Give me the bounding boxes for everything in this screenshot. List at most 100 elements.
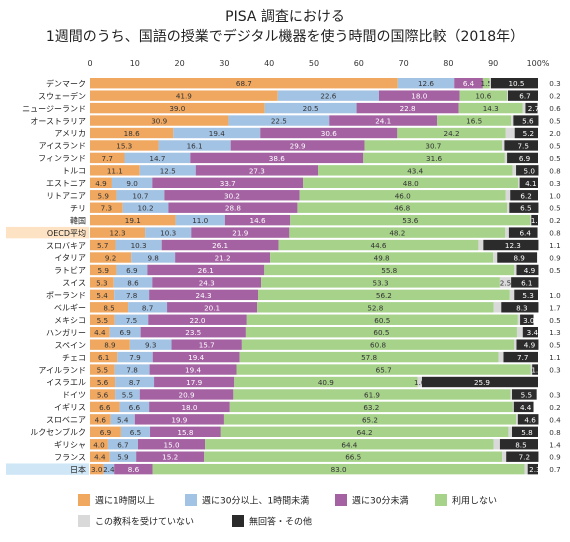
bar-segment — [161, 239, 279, 251]
bar-segment — [239, 351, 499, 363]
bar-segment — [90, 227, 146, 238]
data-label: 6.6 — [99, 403, 111, 412]
data-label: 4.6 — [524, 415, 536, 424]
bar-segment — [527, 463, 538, 475]
bar-segment — [90, 376, 116, 388]
bar-segment — [234, 376, 418, 388]
bar-segment — [503, 351, 538, 363]
data-label: 6.7 — [519, 92, 530, 101]
bar-segment — [115, 376, 155, 388]
legend-label: 週に30分以上、1時間未満 — [202, 495, 309, 507]
data-label: 3.0 — [523, 316, 535, 325]
data-label: 5.3 — [96, 278, 107, 287]
bar-segment — [363, 152, 505, 164]
bar-segment — [510, 389, 513, 400]
bar-segment — [90, 78, 398, 89]
data-label: 8.6 — [127, 278, 139, 287]
data-label: 49.8 — [374, 254, 390, 263]
bar-segment — [531, 214, 538, 226]
bar-segment — [329, 115, 438, 126]
not-taking-value: 0.5 — [549, 141, 560, 150]
data-label: 7.3 — [101, 204, 112, 213]
bar-segment — [120, 426, 151, 437]
data-label: 18.6 — [124, 129, 140, 138]
bar-segment — [501, 302, 539, 313]
data-label: 24.2 — [444, 129, 460, 138]
data-label: 61.9 — [364, 390, 380, 399]
bar-segment — [512, 426, 538, 437]
bar-segment — [115, 389, 140, 400]
bar-segment — [149, 401, 230, 413]
data-label: 53.3 — [373, 278, 389, 287]
bar-segment — [514, 289, 538, 301]
country-label: スロベニア — [46, 416, 86, 425]
data-label: 6.4 — [519, 229, 531, 238]
bar-segment — [522, 102, 526, 114]
data-label: 10.6 — [475, 92, 491, 101]
data-label: 28.8 — [225, 204, 241, 213]
bar-segment — [154, 376, 235, 388]
data-label: 5.5 — [97, 366, 108, 375]
data-label: 23.5 — [185, 328, 201, 337]
data-label: 6.5 — [520, 204, 531, 213]
data-label: 5.9 — [97, 191, 109, 200]
data-label: 2.4 — [103, 465, 115, 474]
bar-segment — [90, 401, 120, 413]
bar-segment — [115, 239, 162, 251]
country-label: フランス — [54, 453, 86, 462]
country-label: イギリス — [54, 403, 86, 412]
data-label: 41.9 — [176, 92, 192, 101]
bar-segment — [378, 90, 460, 101]
country-label: スペイン — [55, 341, 86, 350]
data-label: 20.9 — [179, 390, 195, 399]
data-label: 46.8 — [394, 204, 410, 213]
data-label: 5.9 — [117, 453, 129, 462]
data-label: 1.0 — [414, 378, 426, 387]
data-label: 24.3 — [199, 278, 215, 287]
bar-segment — [164, 190, 300, 201]
not-taking-value: 0.3 — [549, 79, 560, 88]
bar-segment — [516, 339, 539, 350]
bar-segment — [516, 264, 539, 276]
data-label: 5.6 — [97, 378, 109, 387]
data-label: 4.9 — [524, 266, 536, 275]
not-taking-value: 1.3 — [549, 328, 560, 337]
bar-segment — [224, 214, 291, 226]
bar-segment — [114, 289, 150, 301]
data-label: 4.0 — [93, 440, 105, 449]
bar-segment — [152, 463, 525, 475]
legend-label: この教科を受けていない — [95, 516, 194, 528]
data-label: 6.9 — [119, 328, 131, 337]
not-taking-value: 0.8 — [549, 166, 561, 175]
data-label: 9.2 — [105, 254, 116, 263]
bar-segment — [228, 115, 330, 126]
bar-segment — [90, 239, 116, 251]
data-label: 29.9 — [290, 141, 306, 150]
not-taking-value: 0.5 — [549, 341, 560, 350]
bar-segment — [167, 302, 258, 313]
bar-segment — [421, 376, 538, 388]
not-taking-value: 0.5 — [549, 204, 560, 213]
data-label: 7.5 — [517, 141, 528, 150]
not-taking-value: 0.8 — [549, 428, 561, 437]
bar-segment — [303, 177, 519, 188]
bar-segment — [111, 177, 153, 188]
not-taking-value: 0.2 — [549, 403, 560, 412]
bar-segment — [493, 252, 498, 263]
country-label: エストニア — [46, 179, 86, 188]
data-label: 1.5 — [481, 79, 492, 88]
data-label: 6.1 — [98, 353, 109, 362]
bar-segment — [454, 78, 483, 89]
country-label: ドイツ — [62, 391, 86, 400]
data-label: 2.5 — [500, 278, 511, 287]
bar-segment — [175, 214, 225, 226]
bar-segment — [134, 414, 224, 425]
bar-segment — [190, 152, 364, 164]
data-label: 30.9 — [151, 117, 167, 126]
bar-segment — [122, 202, 169, 213]
data-label: 14.6 — [250, 216, 266, 225]
bar-segment — [525, 102, 538, 114]
bar-segment — [437, 115, 512, 126]
data-label: 8.6 — [128, 465, 140, 474]
